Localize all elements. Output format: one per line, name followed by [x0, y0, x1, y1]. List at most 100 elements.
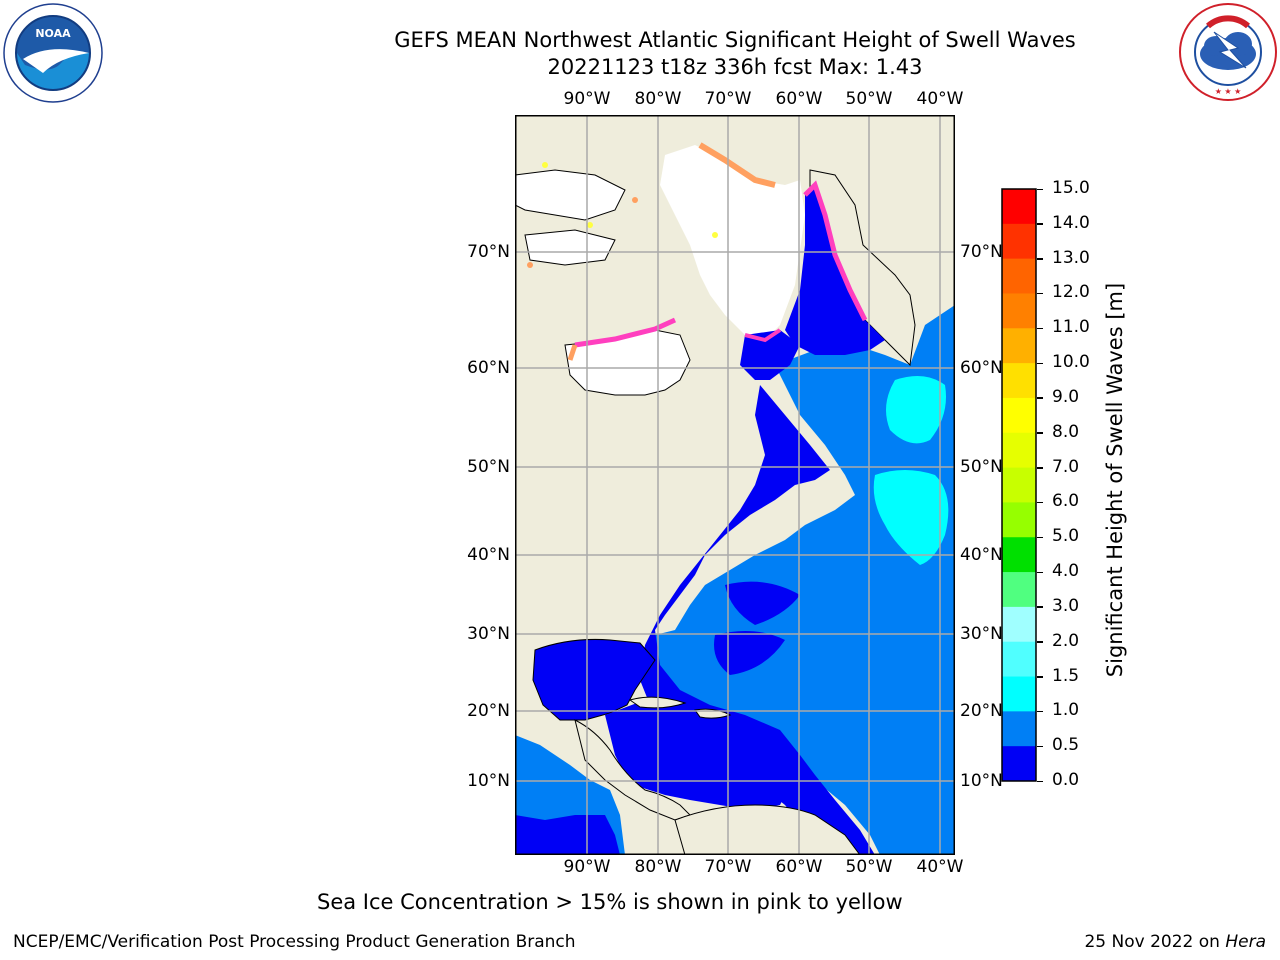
colorbar-tick [1037, 397, 1043, 399]
colorbar-tick-label: 15.0 [1052, 178, 1090, 198]
lon-label-top: 50°W [845, 89, 893, 109]
ice-dot [542, 162, 548, 168]
footer-date: 25 Nov 2022 on Hera [1084, 932, 1266, 952]
colorbar-band [1002, 432, 1036, 469]
colorbar-band [1002, 189, 1036, 225]
colorbar-tick-label: 3.0 [1052, 595, 1080, 616]
colorbar-title: Significant Height of Swell Waves [m] [1103, 282, 1127, 678]
colorbar-band [1002, 676, 1036, 712]
colorbar-tick-label: 11.0 [1052, 317, 1090, 338]
lat-label-left: 50°N [467, 457, 510, 477]
south-america [674, 804, 861, 855]
colorbar-tick [1037, 641, 1043, 643]
colorbar-tick-label: 1.0 [1052, 700, 1080, 721]
arctic-channel-2 [524, 229, 616, 266]
nws-logo: ★ ★ ★ [1178, 2, 1278, 102]
colorbar-tick-label: 0.0 [1052, 770, 1080, 790]
arctic-channel-1 [515, 169, 626, 221]
ice-dot [712, 232, 718, 238]
colorbar-frame [1001, 188, 1037, 782]
lon-label-top: 40°W [916, 89, 964, 109]
colorbar-band [1002, 293, 1036, 329]
swell-wave-map [515, 115, 955, 855]
colorbar-tick-label: 8.0 [1052, 421, 1080, 442]
colorbar-tick-label: 5.0 [1052, 526, 1080, 547]
swell-1.0-1.5-patch-north [886, 376, 946, 444]
lat-label-right: 20°N [960, 701, 1003, 721]
colorbar-tick [1037, 536, 1043, 539]
lat-label-left: 40°N [467, 545, 510, 565]
colorbar-tick [1037, 432, 1043, 434]
lat-label-right: 50°N [960, 457, 1003, 477]
colorbar-tick [1037, 362, 1043, 365]
colorbar-band [1002, 502, 1036, 538]
colorbar-band [1002, 641, 1036, 678]
lat-label-right: 30°N [960, 624, 1003, 644]
lon-label-top: 60°W [775, 89, 823, 109]
lat-label-left: 20°N [467, 701, 510, 721]
colorbar-band [1002, 328, 1036, 364]
colorbar-band [1002, 606, 1036, 643]
colorbar-tick-label: 1.5 [1052, 665, 1080, 686]
colorbar-tick [1037, 571, 1043, 574]
map-frame [515, 115, 955, 855]
colorbar-tick [1037, 327, 1043, 330]
colorbar-tick [1037, 188, 1043, 190]
lat-label-right: 60°N [960, 358, 1003, 378]
lon-label-bottom: 50°W [845, 857, 893, 877]
noaa-logo: NOAA [3, 3, 103, 103]
ocean-swell-0.5-1.0 [650, 305, 955, 855]
colorbar-tick [1037, 467, 1043, 469]
central-america [574, 719, 691, 821]
colorbar-tick-label: 9.0 [1052, 386, 1080, 407]
colorbar-tick [1037, 676, 1043, 678]
colorbar-tick-label: 12.0 [1052, 282, 1090, 303]
gulf-of-mexico [532, 638, 656, 721]
colorbar-tick-label: 13.0 [1052, 247, 1090, 268]
lat-label-left: 70°N [467, 242, 510, 262]
colorbar-tick [1037, 258, 1043, 260]
lat-label-right: 40°N [960, 545, 1003, 565]
map-gridlines [515, 115, 955, 855]
lon-label-bottom: 40°W [916, 857, 964, 877]
colorbar-band [1002, 711, 1036, 747]
lat-label-left: 10°N [467, 771, 510, 791]
colorbar-tick [1037, 501, 1043, 504]
lon-label-bottom: 80°W [634, 857, 682, 877]
lon-label-top: 90°W [563, 89, 611, 109]
colorbar-band [1002, 363, 1036, 399]
pacific-swell-0-0.5 [515, 815, 620, 855]
footer-branch: NCEP/EMC/Verification Post Processing Pr… [13, 932, 576, 952]
lat-label-right: 10°N [960, 771, 1003, 791]
noaa-logo-text: NOAA [35, 27, 71, 40]
ice-dot [587, 222, 593, 228]
ice-edge-baffin [803, 180, 868, 322]
colorbar-band [1002, 746, 1036, 782]
footer-date-text: 25 Nov 2022 on [1084, 932, 1226, 952]
map-title: GEFS MEAN Northwest Atlantic Significant… [394, 28, 1076, 52]
colorbar-tick [1037, 745, 1043, 748]
lon-label-bottom: 70°W [704, 857, 752, 877]
lon-label-bottom: 60°W [775, 857, 823, 877]
colorbar-tick [1037, 710, 1043, 713]
ice-edge-north [698, 142, 776, 188]
map-subtitle: 20221123 t18z 336h fcst Max: 1.43 [547, 55, 923, 79]
ice-dot [527, 262, 533, 268]
colorbar-tick [1037, 606, 1043, 608]
colorbar-tick-label: 7.0 [1052, 456, 1080, 477]
colorbar-band [1002, 258, 1036, 294]
lat-label-left: 60°N [467, 358, 510, 378]
colorbar-band [1002, 467, 1036, 503]
colorbar-tick-label: 0.5 [1052, 735, 1080, 756]
colorbar-tick [1037, 780, 1043, 782]
footer-host: Hera [1225, 932, 1266, 952]
colorbar-tick-label: 14.0 [1052, 212, 1090, 233]
shelf-patch-south [714, 631, 785, 675]
colorbar-tick-label: 6.0 [1052, 491, 1080, 512]
shelf-patch-north [725, 581, 800, 625]
colorbar [1001, 188, 1037, 782]
svg-text:★ ★ ★: ★ ★ ★ [1215, 87, 1242, 96]
ice-edge-hudson-west [567, 344, 578, 361]
colorbar-band [1002, 537, 1036, 573]
arctic-ice-area [660, 145, 805, 340]
